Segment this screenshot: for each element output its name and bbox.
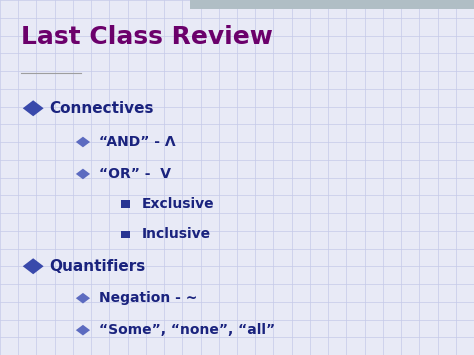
Text: “Some”, “none”, “all”: “Some”, “none”, “all”	[99, 323, 275, 337]
Polygon shape	[76, 169, 90, 179]
FancyBboxPatch shape	[121, 201, 130, 208]
Text: Quantifiers: Quantifiers	[49, 259, 145, 274]
Polygon shape	[76, 293, 90, 304]
Polygon shape	[23, 258, 44, 274]
Text: Connectives: Connectives	[49, 101, 153, 116]
Text: “OR” -  V: “OR” - V	[99, 167, 171, 181]
Text: Exclusive: Exclusive	[141, 197, 214, 211]
Text: Inclusive: Inclusive	[141, 227, 210, 241]
Text: Last Class Review: Last Class Review	[21, 25, 273, 49]
Text: Negation - ~: Negation - ~	[99, 291, 197, 305]
Polygon shape	[23, 100, 44, 116]
Polygon shape	[76, 325, 90, 335]
FancyBboxPatch shape	[190, 0, 474, 9]
Polygon shape	[76, 137, 90, 147]
Text: “AND” - Λ: “AND” - Λ	[99, 135, 175, 149]
FancyBboxPatch shape	[121, 231, 130, 238]
